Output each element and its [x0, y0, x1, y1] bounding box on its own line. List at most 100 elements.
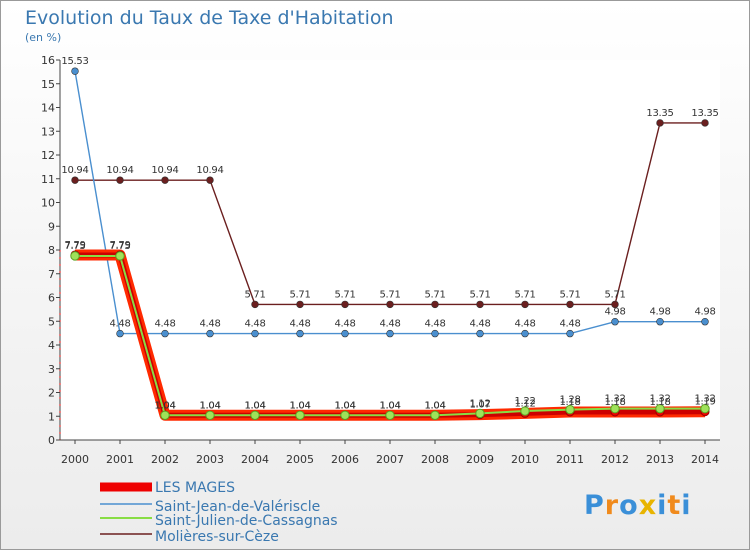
y-tick-label: 16	[41, 54, 55, 67]
x-tick-label: 2014	[691, 453, 719, 466]
point	[566, 300, 574, 309]
point	[431, 329, 439, 338]
point	[251, 329, 259, 338]
y-tick-label: 2	[48, 387, 55, 400]
data-label: 13.35	[646, 108, 673, 119]
data-label: 10.94	[61, 165, 88, 176]
x-tick-label: 2009	[466, 453, 494, 466]
point	[431, 300, 439, 309]
data-label: 7.79	[109, 240, 130, 251]
point	[206, 329, 214, 338]
data-label: 1.04	[244, 400, 265, 411]
x-tick-label: 2010	[511, 453, 539, 466]
data-label: 1.04	[334, 400, 355, 411]
point	[611, 300, 619, 309]
data-label: 1.12	[469, 398, 490, 409]
point	[115, 251, 125, 261]
point	[251, 300, 259, 309]
point	[476, 329, 484, 338]
data-label: 10.94	[151, 165, 178, 176]
data-label: 1.18	[559, 397, 580, 408]
point	[521, 329, 529, 338]
data-label: 5.71	[244, 289, 265, 300]
data-label: 4.48	[199, 319, 220, 330]
data-label: 4.48	[289, 319, 310, 330]
legend-label: LES MAGES	[155, 480, 235, 496]
data-label: 5.71	[514, 289, 535, 300]
point	[385, 410, 395, 420]
point	[521, 300, 529, 309]
x-tick-label: 2012	[601, 453, 629, 466]
data-label: 7.79	[64, 240, 85, 251]
y-tick-label: 9	[48, 220, 55, 233]
point	[430, 410, 440, 420]
point	[250, 410, 260, 420]
legend-label: Molières-sur-Cèze	[155, 529, 279, 545]
y-tick-label: 3	[48, 363, 55, 376]
y-tick-label: 12	[41, 149, 55, 162]
data-label: 5.71	[424, 289, 445, 300]
point	[656, 119, 664, 127]
data-label: 4.48	[244, 319, 265, 330]
data-label: 4.98	[604, 307, 625, 318]
x-tick-label: 2007	[376, 453, 404, 466]
x-tick-label: 2005	[286, 453, 314, 466]
x-tick-label: 2006	[331, 453, 359, 466]
data-label: 1.07	[469, 400, 490, 411]
data-label: 5.71	[604, 289, 625, 300]
data-label: 4.48	[334, 319, 355, 330]
y-tick-label: 14	[41, 102, 55, 115]
y-tick-label: 13	[41, 125, 55, 138]
x-tick-label: 2008	[421, 453, 449, 466]
series-3	[71, 119, 709, 309]
proxiti-logo: Proxiti	[584, 490, 692, 521]
point	[161, 176, 169, 184]
data-label: 1.22	[514, 396, 535, 407]
point	[700, 403, 710, 414]
data-label: 1.04	[154, 400, 175, 411]
point	[701, 318, 709, 326]
y-tick-label: 7	[48, 268, 55, 281]
legend: LES MAGES Saint-Jean-de-ValériscleSaint-J…	[100, 480, 338, 545]
data-label: 5.71	[289, 289, 310, 300]
data-label: 4.98	[694, 307, 715, 318]
point	[205, 410, 215, 420]
data-label: 1.04	[289, 400, 310, 411]
series-layer	[70, 67, 710, 421]
data-label: 1.32	[649, 394, 670, 405]
point	[116, 176, 124, 184]
point	[386, 300, 394, 309]
point	[475, 408, 485, 419]
point	[610, 403, 620, 414]
data-label: 7.75	[64, 241, 85, 252]
y-tick-label: 0	[48, 434, 55, 447]
y-tick-label: 10	[41, 197, 55, 210]
point	[295, 410, 305, 420]
data-label: 1.04	[379, 400, 400, 411]
data-label: 1.04	[334, 400, 355, 411]
point	[611, 318, 619, 326]
point	[565, 404, 575, 415]
data-label: 1.04	[424, 400, 445, 411]
y-tick-label: 8	[48, 244, 55, 257]
legend-label: Saint-Julien-de-Cassagnas	[155, 513, 338, 529]
plot-area	[60, 60, 720, 440]
y-tick-label: 11	[41, 173, 55, 186]
point	[160, 410, 170, 420]
data-label: 4.48	[469, 319, 490, 330]
point	[296, 329, 304, 338]
data-label: 1.28	[559, 395, 580, 406]
data-label: 1.32	[694, 394, 715, 405]
data-label: 5.71	[334, 289, 355, 300]
point	[341, 329, 349, 338]
data-label: 4.48	[154, 319, 175, 330]
data-label: 5.71	[469, 289, 490, 300]
x-tick-label: 2002	[151, 453, 179, 466]
point	[701, 119, 709, 127]
point	[476, 300, 484, 309]
y-tick-label: 5	[48, 315, 55, 328]
data-label: 5.71	[379, 289, 400, 300]
data-label: 4.48	[109, 319, 130, 330]
y-tick-label: 15	[41, 78, 55, 91]
